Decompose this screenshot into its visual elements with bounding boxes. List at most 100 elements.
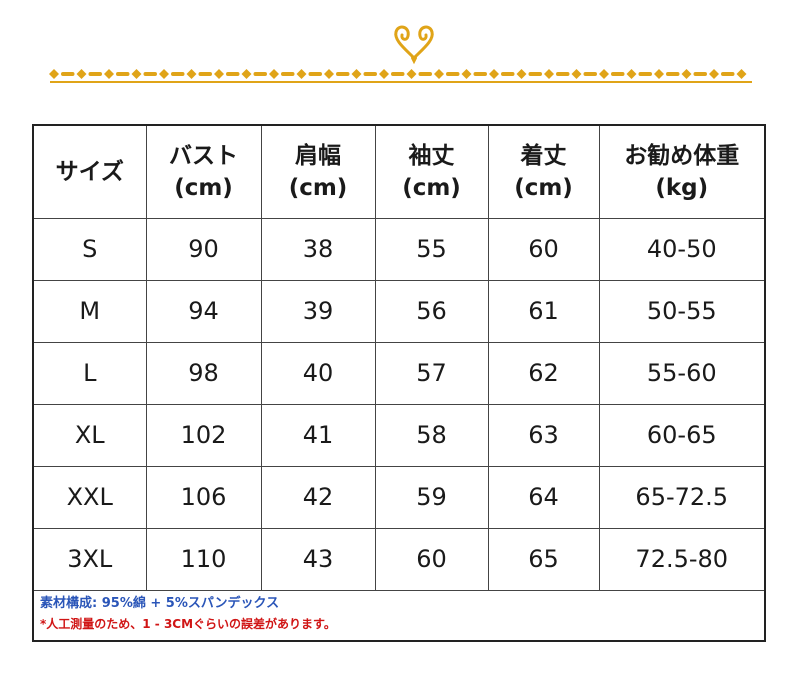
cell-shoulder: 40 [260,341,376,405]
ornament-diamond [296,69,307,79]
gold-ornament-divider [49,25,752,83]
table-row: L 98 40 57 62 55-60 [34,341,764,405]
ornament-bar [721,72,735,76]
ornament-diamond [269,69,279,79]
notes: 素材構成: 95%綿 + 5%スパンデックス *人工測量のため、1 - 3CMぐ… [40,594,336,634]
ornament-bar [116,72,130,76]
ornament-diamond [544,69,554,79]
table-row: 3XL 110 43 60 65 72.5-80 [34,527,764,591]
ornament-bar [693,72,707,76]
ornament-diamond [461,69,472,79]
ornament-diamond [571,69,582,79]
table-row: XL 102 41 58 63 60-65 [34,403,764,467]
ornament-bar [391,72,405,76]
ornament-bar [583,72,597,76]
ornament-diamond [626,69,637,79]
ornament-diamond [324,69,334,79]
ornament-diamond [654,69,664,79]
ornament-diamond [406,69,417,79]
ornament-bar [666,72,680,76]
table-row: XXL 106 42 59 64 65-72.5 [34,465,764,529]
cell-length: 65 [487,527,600,591]
cell-length: 61 [487,279,600,343]
cell-size: S [34,217,147,281]
header-bust: バスト (cm) [145,126,262,219]
ornament-bar [61,72,75,76]
size-chart: サイズ バスト (cm) 肩幅 (cm) 袖丈 (cm) [32,124,766,642]
header-size: サイズ [34,126,147,219]
cell-length: 64 [487,465,600,529]
ornament-bar [253,72,267,76]
cell-weight: 60-65 [598,403,764,467]
header-weight: お勧め体重 (kg) [598,126,764,219]
ornament-bar [308,72,322,76]
ornament-diamond [214,69,224,79]
ornament-diamond [379,69,389,79]
ornament-bar [171,72,185,76]
material-note: 素材構成: 95%綿 + 5%スパンデックス [40,596,280,611]
ornament-diamond [49,69,59,79]
ornament-bar [281,72,295,76]
ornament-bar [501,72,515,76]
cell-shoulder: 41 [260,403,376,467]
ornament-diamond [516,69,527,79]
cell-bust: 106 [145,465,262,529]
cell-size: 3XL [34,527,147,591]
ornament-chain [49,69,747,79]
cell-length: 62 [487,341,600,405]
ornament-bar [418,72,432,76]
ornament-diamond [186,69,197,79]
ornament-bar [638,72,652,76]
ornament-diamond [131,69,142,79]
ornament-bar [446,72,460,76]
table-row: S 90 38 55 60 40-50 [34,217,764,281]
ornament-bar [88,72,102,76]
cell-sleeve: 56 [374,279,489,343]
cell-size: L [34,341,147,405]
ornament-bar [226,72,240,76]
cell-sleeve: 57 [374,341,489,405]
cell-shoulder: 38 [260,217,376,281]
ornament-diamond [159,69,169,79]
cell-length: 63 [487,403,600,467]
cell-weight: 55-60 [598,341,764,405]
header-sleeve: 袖丈 (cm) [374,126,489,219]
ornament-diamond [351,69,362,79]
ornament-bar [198,72,212,76]
ornament-diamond [104,69,114,79]
cell-weight: 72.5-80 [598,527,764,591]
ornament-diamond [434,69,444,79]
cell-length: 60 [487,217,600,281]
ornament-diamond [681,69,692,79]
cell-sleeve: 60 [374,527,489,591]
cell-bust: 94 [145,279,262,343]
cell-bust: 90 [145,217,262,281]
ornament-diamond [599,69,609,79]
header-length: 着丈 (cm) [487,126,600,219]
cell-size: XL [34,403,147,467]
ornament-bar [528,72,542,76]
ornament-diamond [736,69,747,79]
table-row: M 94 39 56 61 50-55 [34,279,764,343]
cell-size: M [34,279,147,343]
ornament-diamond [241,69,252,79]
cell-weight: 40-50 [598,217,764,281]
ornament-bar [363,72,377,76]
size-table: サイズ バスト (cm) 肩幅 (cm) 袖丈 (cm) [34,126,764,591]
ornament-diamond [76,69,87,79]
measurement-note: *人工測量のため、1 - 3CMぐらいの誤差があります。 [40,617,336,631]
cell-sleeve: 58 [374,403,489,467]
ornament-bar [336,72,350,76]
cell-bust: 102 [145,403,262,467]
cell-weight: 50-55 [598,279,764,343]
ornament-bar [143,72,157,76]
cell-bust: 98 [145,341,262,405]
cell-sleeve: 59 [374,465,489,529]
cell-bust: 110 [145,527,262,591]
ornament-diamond [709,69,719,79]
ornament-bar [556,72,570,76]
cell-weight: 65-72.5 [598,465,764,529]
cell-shoulder: 42 [260,465,376,529]
ornament-bar [473,72,487,76]
